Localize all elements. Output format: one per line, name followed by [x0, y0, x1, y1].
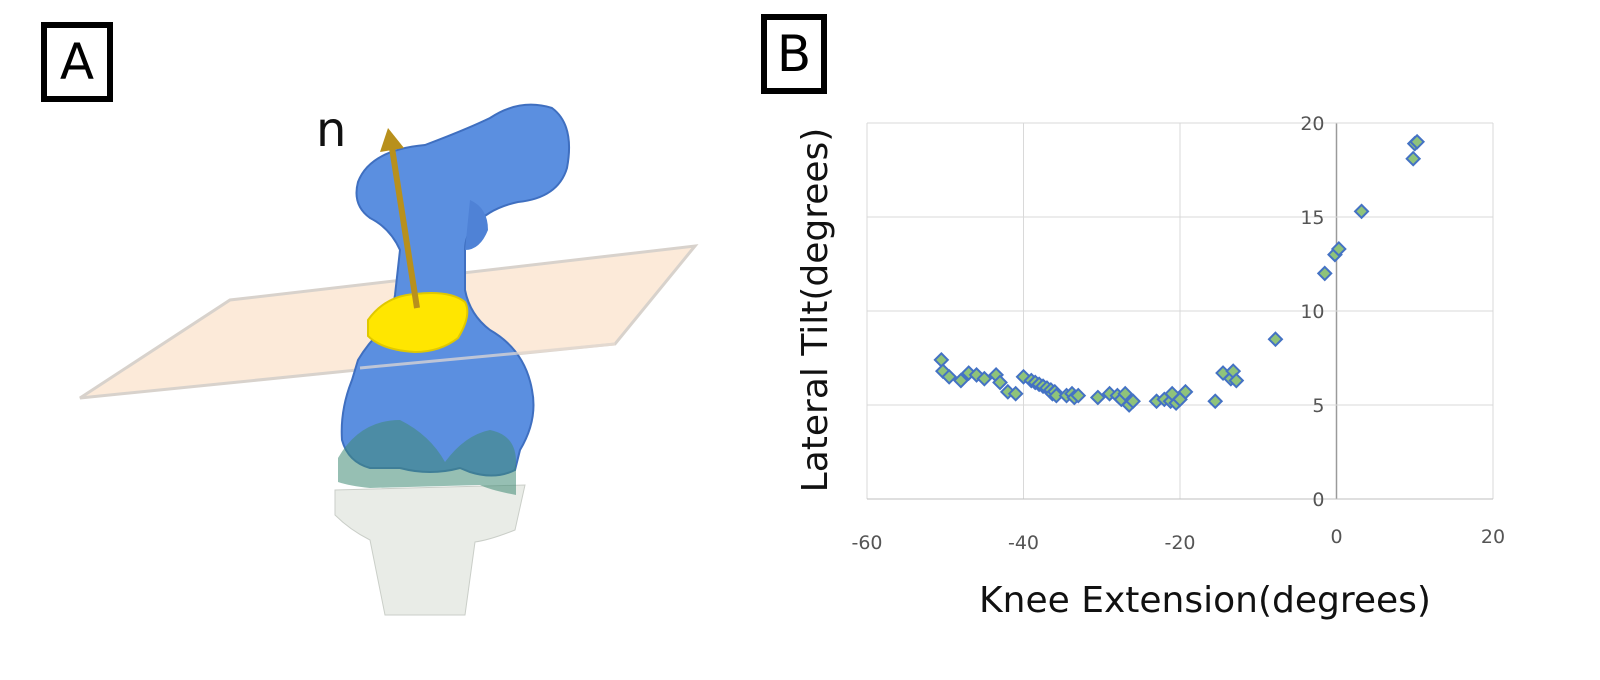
data-point	[1409, 133, 1426, 150]
data-points	[933, 133, 1426, 413]
tibia	[334, 484, 526, 616]
y-tick-label: 15	[1300, 207, 1324, 229]
y-tick-label: 20	[1300, 113, 1324, 135]
data-point	[1207, 393, 1224, 410]
femur-3d-illustration: n	[79, 102, 699, 616]
x-tick-label: 0	[1330, 526, 1342, 548]
normal-vector	[389, 147, 420, 309]
x-axis-ticks: -60 -40 -20 0 20	[851, 526, 1505, 554]
lateral-tilt-scatter-chart: 0 5 10 15 20 -60 -40 -20 0 20 Knee Extension(deg…	[795, 113, 1505, 621]
y-axis-title: Lateral Tilt(degrees)	[795, 128, 836, 493]
data-point	[1089, 389, 1106, 406]
panel-label-a: A	[41, 22, 113, 102]
plane-edge-overlay	[359, 342, 616, 370]
x-axis-title: Knee Extension(degrees)	[979, 580, 1431, 621]
data-point	[941, 368, 958, 385]
data-point	[1405, 150, 1422, 167]
y-tick-label: 0	[1312, 489, 1324, 511]
articular-cartilage	[338, 420, 516, 495]
data-point	[1048, 387, 1065, 404]
trochanter	[465, 200, 488, 250]
normal-vector-label: n	[316, 102, 346, 158]
y-tick-label: 10	[1300, 301, 1324, 323]
x-tick-label: -20	[1164, 532, 1195, 554]
data-point	[1330, 241, 1347, 257]
x-tick-label: -60	[851, 532, 882, 554]
patella-cross-section	[367, 292, 469, 354]
data-point	[1070, 387, 1087, 404]
chart-gridlines	[866, 122, 1494, 500]
data-point	[933, 351, 950, 368]
panel-label-b-text: B	[776, 25, 812, 83]
data-point	[1267, 331, 1284, 348]
data-point	[1316, 265, 1333, 282]
y-axis-ticks: 0 5 10 15 20	[1300, 113, 1324, 511]
x-tick-label: -40	[1008, 532, 1039, 554]
data-point	[1117, 385, 1134, 402]
data-point	[1125, 393, 1141, 410]
data-point	[1177, 383, 1194, 400]
y-tick-label: 5	[1312, 395, 1324, 417]
x-tick-label: 20	[1481, 526, 1505, 548]
data-point	[992, 374, 1008, 391]
panel-label-a-text: A	[59, 33, 95, 91]
data-point	[1353, 203, 1370, 220]
normal-vector-arrowhead	[380, 128, 404, 152]
data-point	[952, 372, 969, 389]
data-point	[976, 370, 993, 387]
data-point	[1228, 372, 1245, 389]
data-point	[1007, 385, 1024, 402]
panel-label-b: B	[761, 14, 827, 94]
